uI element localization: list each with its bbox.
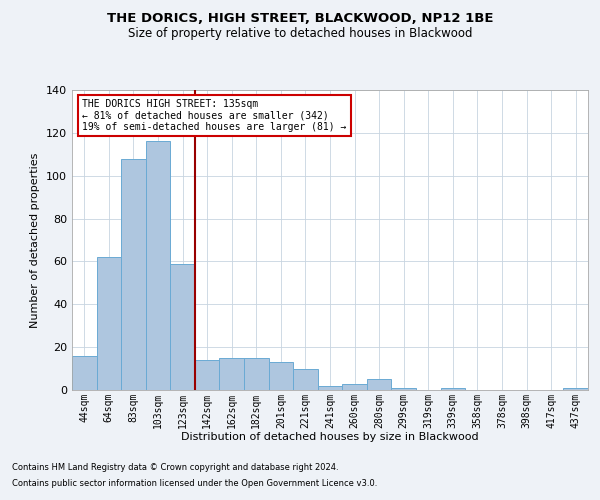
Bar: [269, 362, 293, 390]
Text: Distribution of detached houses by size in Blackwood: Distribution of detached houses by size …: [181, 432, 479, 442]
Bar: [318, 386, 342, 390]
Bar: [121, 158, 146, 390]
Bar: [146, 142, 170, 390]
Text: Contains public sector information licensed under the Open Government Licence v3: Contains public sector information licen…: [12, 478, 377, 488]
Text: THE DORICS HIGH STREET: 135sqm
← 81% of detached houses are smaller (342)
19% of: THE DORICS HIGH STREET: 135sqm ← 81% of …: [82, 99, 347, 132]
Bar: [563, 388, 588, 390]
Bar: [220, 358, 244, 390]
Bar: [72, 356, 97, 390]
Text: Size of property relative to detached houses in Blackwood: Size of property relative to detached ho…: [128, 28, 472, 40]
Bar: [342, 384, 367, 390]
Text: Contains HM Land Registry data © Crown copyright and database right 2024.: Contains HM Land Registry data © Crown c…: [12, 464, 338, 472]
Bar: [367, 380, 391, 390]
Bar: [97, 257, 121, 390]
Bar: [195, 360, 220, 390]
Bar: [170, 264, 195, 390]
Bar: [244, 358, 269, 390]
Bar: [391, 388, 416, 390]
Bar: [440, 388, 465, 390]
Y-axis label: Number of detached properties: Number of detached properties: [31, 152, 40, 328]
Bar: [293, 368, 318, 390]
Text: THE DORICS, HIGH STREET, BLACKWOOD, NP12 1BE: THE DORICS, HIGH STREET, BLACKWOOD, NP12…: [107, 12, 493, 26]
